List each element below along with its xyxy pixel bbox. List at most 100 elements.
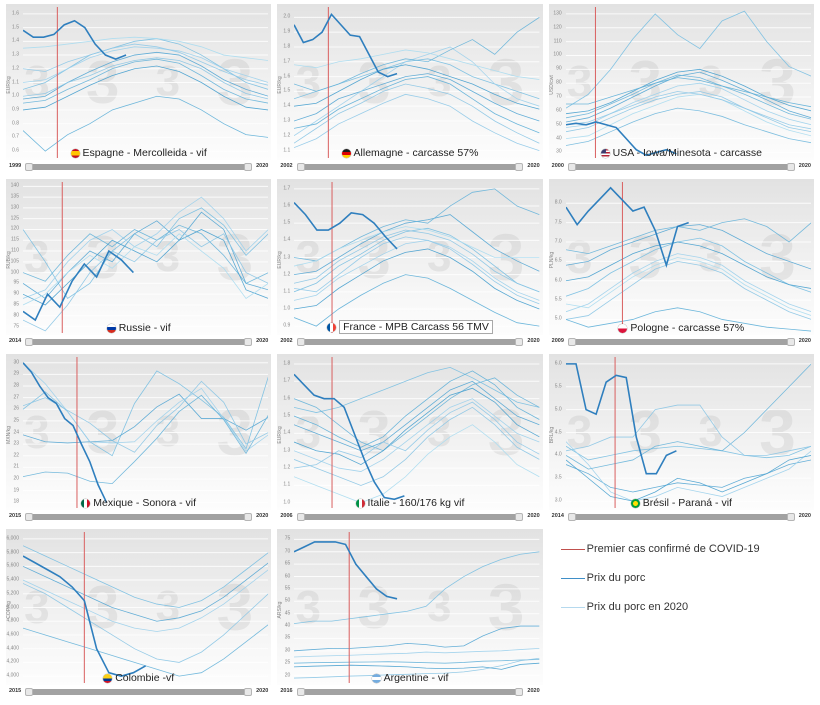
- y-tick-label: 3.0: [554, 497, 562, 504]
- espagne-caption: Espagne - Mercolleida - vif: [6, 147, 271, 159]
- slider-handle-right[interactable]: [515, 688, 524, 696]
- y-tick-label: 110: [553, 38, 562, 45]
- russie-lines-svg: [23, 182, 268, 333]
- usa-caption: USA - Iowa/Minesota - carcasse: [549, 147, 814, 159]
- y-tick-label: 125: [10, 215, 19, 222]
- slider-track[interactable]: [25, 338, 253, 346]
- slider-track[interactable]: [296, 513, 524, 521]
- slider-handle-right[interactable]: [244, 688, 253, 696]
- colombie-plot-area: 3 3 3 3 COP/kg 4,000 4,200 4,400 4,600 4,800 5,000…: [6, 529, 272, 685]
- y-tick-label: 1.1: [283, 481, 291, 488]
- y-tick-label: 1.2: [12, 65, 19, 72]
- slider-handle-left[interactable]: [567, 163, 576, 171]
- y-tick-label: 20: [13, 475, 19, 482]
- pork-price-2020-line-swatch-icon: [560, 606, 585, 608]
- y-tick-label: 100: [553, 51, 562, 58]
- russie-year-range-slider[interactable]: 2014 2020: [6, 336, 271, 348]
- france-year-range-slider[interactable]: 2002 2020: [277, 336, 542, 348]
- mexique-year-range-slider[interactable]: 2015 2020: [6, 511, 271, 523]
- chart-title: USA - Iowa/Minesota - carcasse: [612, 147, 763, 159]
- y-tick-label: 2.0: [283, 13, 291, 20]
- y-axis-ticks: 30 40 50 60 70 80 90 100 110 120 130: [549, 7, 564, 158]
- slider-handle-left[interactable]: [25, 688, 34, 696]
- slider-handle-right[interactable]: [244, 163, 253, 171]
- y-tick-label: 1.4: [283, 236, 291, 243]
- slider-handle-left[interactable]: [296, 163, 305, 171]
- y-tick-label: 1.7: [283, 377, 291, 384]
- slider-handle-left[interactable]: [296, 513, 305, 521]
- y-tick-label: 5.0: [554, 406, 562, 413]
- usa-year-range-slider[interactable]: 2000 2020: [549, 161, 814, 173]
- france-caption: France - MPB Carcass 56 TMV: [277, 320, 542, 334]
- mexique-caption: Mexique - Sonora - vif: [6, 497, 271, 509]
- chart-tile-italie: 3 3 3 3 EUR/kg 1.0 1.1 1.2 1.3 1.4 1.5 1.6 1.7 1.8 Ita…: [277, 354, 543, 523]
- slider-handle-right[interactable]: [515, 163, 524, 171]
- y-tick-label: 7.5: [554, 219, 562, 226]
- chart-tile-argentine: 3 3 3 3 ARS/kg 20 25 30 35 40 45 50 55 60 65 70 75 Argent…: [277, 529, 543, 698]
- bresil-year-range-slider[interactable]: 2014 2020: [549, 511, 814, 523]
- allemagne-plot-area: 3 3 3 3 EUR/kg 1.1 1.2 1.3 1.4 1.5 1.6 1.7 1.8 1.9 2.0…: [277, 4, 543, 160]
- bresil-lines-svg: [566, 357, 811, 508]
- slider-track[interactable]: [567, 338, 795, 346]
- y-axis-ticks: 75 80 85 90 95 100 105 110 115 120 125 130 135 140: [6, 182, 21, 333]
- slider-handle-left[interactable]: [25, 513, 34, 521]
- slider-handle-left[interactable]: [567, 338, 576, 346]
- slider-track[interactable]: [567, 163, 795, 171]
- chart-title: Italie - 160/176 kg vif: [367, 497, 465, 509]
- y-tick-label: 4,200: [6, 658, 19, 665]
- slider-handle-right[interactable]: [786, 163, 795, 171]
- mx-flag-icon: [81, 498, 91, 508]
- chart-tile-colombie: 3 3 3 3 COP/kg 4,000 4,200 4,400 4,600 4,800 5,000…: [6, 529, 272, 698]
- range-start-year: 1999: [9, 163, 22, 170]
- y-axis-ticks: 5.0 5.5 6.0 6.5 7.0 7.5 8.0: [549, 182, 564, 333]
- colombie-year-range-slider[interactable]: 2015 2020: [6, 686, 271, 698]
- slider-handle-left[interactable]: [25, 163, 34, 171]
- y-tick-label: 0.9: [12, 106, 19, 113]
- y-tick-label: 0.7: [12, 133, 19, 140]
- y-tick-label: 19: [13, 487, 19, 494]
- mexique-plot-area: 3 3 3 3 MXN/kg 18 19 20 21 22 23 24 25 26 27 28 29 30 Mexi…: [6, 354, 272, 510]
- slider-handle-left[interactable]: [567, 513, 576, 521]
- y-tick-label: 70: [284, 548, 291, 555]
- chart-title: Brésil - Paraná - vif: [642, 497, 732, 509]
- slider-track[interactable]: [296, 338, 524, 346]
- slider-track[interactable]: [567, 513, 795, 521]
- slider-track[interactable]: [25, 163, 253, 171]
- argentine-year-range-slider[interactable]: 2016 2020: [277, 686, 542, 698]
- colombie-caption: Colombie -vf: [6, 672, 271, 684]
- y-tick-label: 27: [13, 394, 19, 401]
- italie-year-range-slider[interactable]: 2006 2020: [277, 511, 542, 523]
- slider-handle-right[interactable]: [786, 513, 795, 521]
- y-tick-label: 70: [556, 93, 562, 100]
- y-tick-label: 1.2: [283, 132, 291, 139]
- slider-handle-right[interactable]: [515, 338, 524, 346]
- allemagne-year-range-slider[interactable]: 2002 2020: [277, 161, 542, 173]
- legend-item-covid-first-case-line: Premier cas confirmé de COVID-19: [560, 543, 814, 555]
- y-tick-label: 29: [13, 370, 19, 377]
- slider-handle-right[interactable]: [786, 338, 795, 346]
- italie-plot-area: 3 3 3 3 EUR/kg 1.0 1.1 1.2 1.3 1.4 1.5 1.6 1.7 1.8 Ita…: [277, 354, 543, 510]
- slider-handle-right[interactable]: [515, 513, 524, 521]
- legend-label: Prix du porc: [586, 572, 646, 584]
- slider-handle-left[interactable]: [296, 688, 305, 696]
- y-axis-ticks: 4,000 4,200 4,400 4,600 4,800 5,000 5,200 5,400…: [6, 532, 21, 683]
- slider-handle-right[interactable]: [244, 338, 253, 346]
- espagne-year-range-slider[interactable]: 1999 2020: [6, 161, 271, 173]
- argentine-lines-svg: [294, 532, 539, 683]
- chart-tile-mexique: 3 3 3 3 MXN/kg 18 19 20 21 22 23 24 25 26 27 28 29 30 Mexi…: [6, 354, 272, 523]
- slider-track[interactable]: [25, 513, 253, 521]
- slider-track[interactable]: [296, 163, 524, 171]
- y-tick-label: 5.0: [554, 315, 562, 322]
- y-tick-label: 1.3: [283, 447, 291, 454]
- y-tick-label: 115: [11, 236, 19, 243]
- y-tick-label: 1.0: [283, 305, 291, 312]
- slider-handle-left[interactable]: [296, 338, 305, 346]
- y-tick-label: 130: [553, 10, 562, 17]
- slider-track[interactable]: [25, 688, 253, 696]
- y-tick-label: 8.0: [554, 199, 562, 206]
- y-axis-ticks: 0.6 0.7 0.8 0.9 1.0 1.1 1.2 1.3 1.4 1.5 1.6: [6, 7, 21, 158]
- slider-handle-left[interactable]: [25, 338, 34, 346]
- slider-track[interactable]: [296, 688, 524, 696]
- slider-handle-right[interactable]: [244, 513, 253, 521]
- pologne-year-range-slider[interactable]: 2009 2020: [549, 336, 814, 348]
